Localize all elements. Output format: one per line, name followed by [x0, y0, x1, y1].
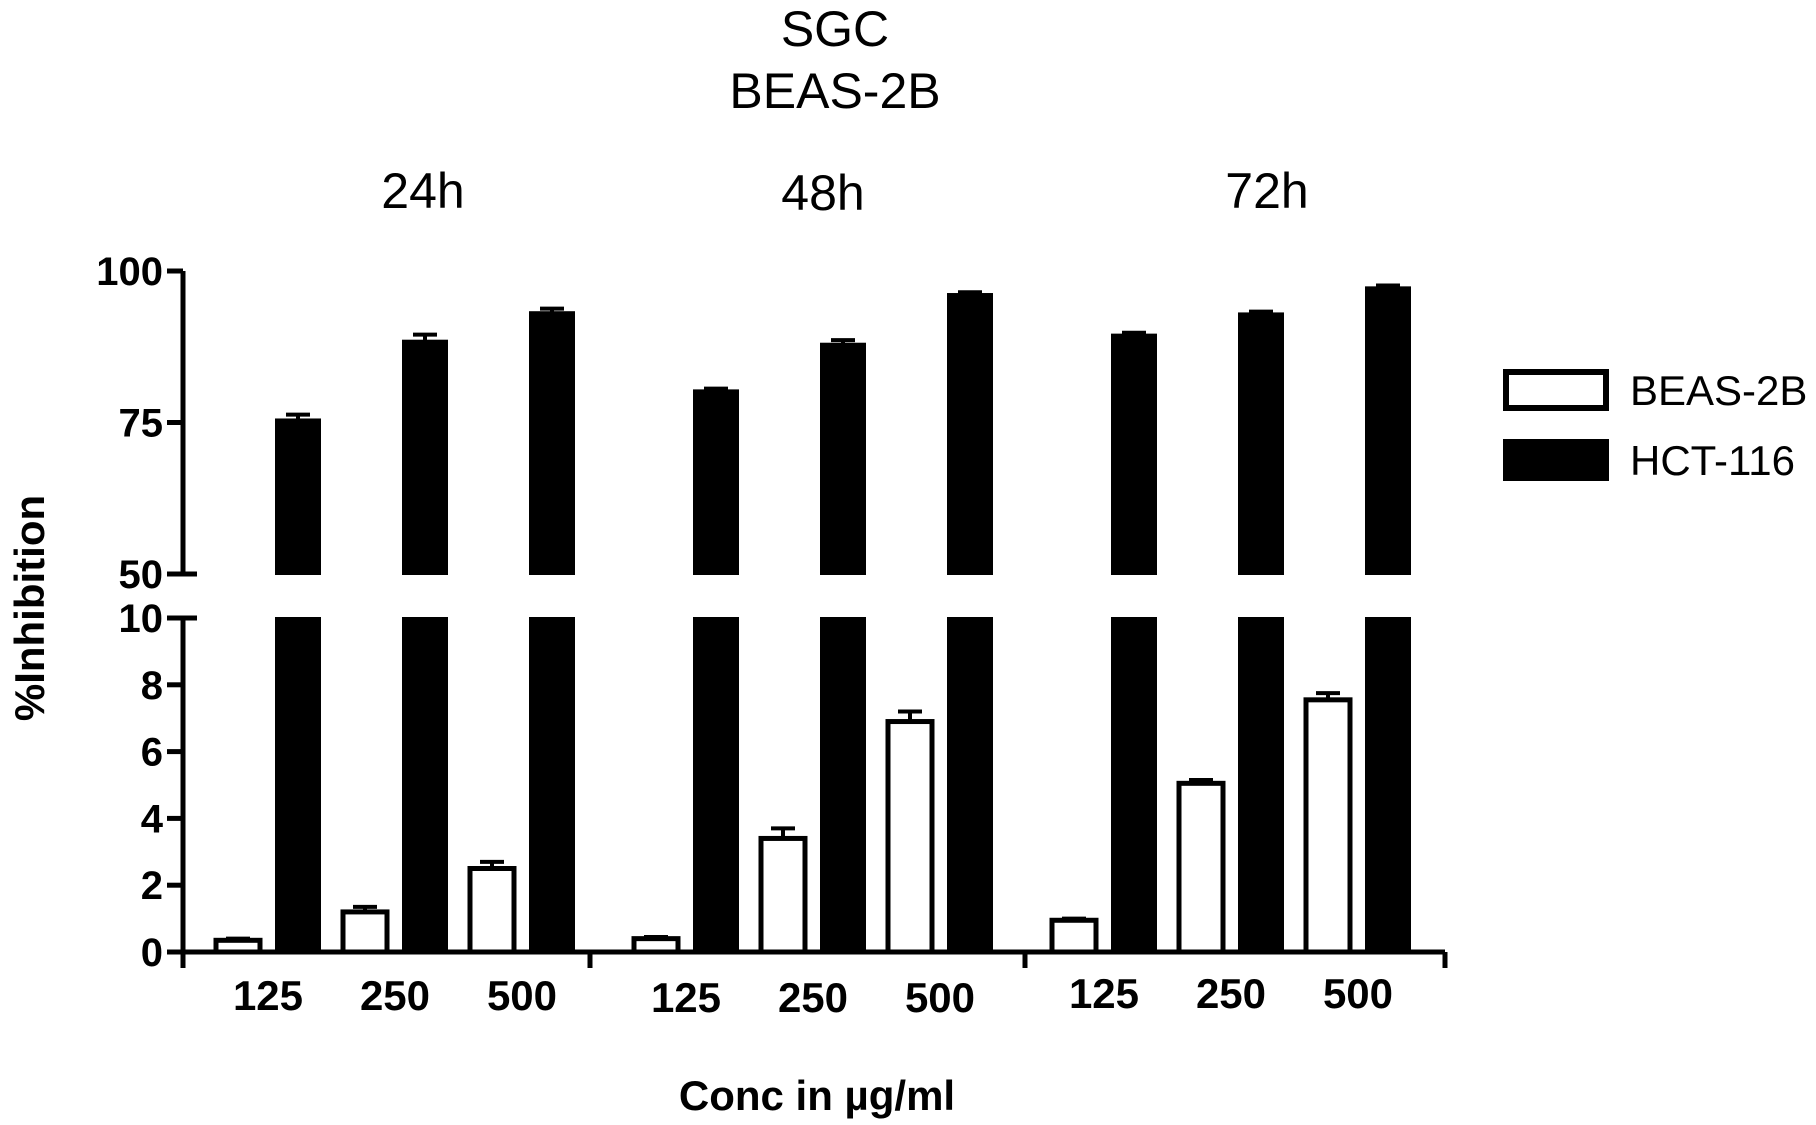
legend-label-hct-116: HCT-116: [1630, 437, 1795, 484]
legend-swatch-hct-116: [1503, 439, 1609, 481]
bar-beas-2b-48h-250: [758, 835, 808, 955]
x-tick-label-48h-500: 500: [905, 974, 975, 1021]
bar-beas-2b-72h-125: [1049, 917, 1099, 955]
chart-title: SGC: [781, 1, 889, 57]
y-tick-label-75: 75: [119, 402, 164, 446]
x-tick-label-48h-250: 250: [778, 974, 848, 1021]
bar-upper-hct-116-24h-125: [275, 418, 321, 575]
x-axis-title: Conc in µg/ml: [679, 1072, 955, 1119]
bar-lower-hct-116-48h-500: [947, 617, 993, 953]
x-tick-label-48h-125: 125: [651, 974, 721, 1021]
legend: BEAS-2B HCT-116: [1503, 367, 1807, 484]
y-tick-label-100: 100: [96, 250, 163, 294]
bar-lower-hct-116-24h-125: [275, 617, 321, 953]
bar-upper-hct-116-24h-500: [529, 311, 575, 575]
bar-beas-2b-24h-500: [467, 866, 517, 955]
legend-label-beas-2b: BEAS-2B: [1630, 367, 1807, 414]
y-tick-label-10: 10: [119, 597, 164, 641]
x-tick-label-72h-125: 125: [1069, 970, 1139, 1017]
bar-lower-hct-116-72h-500: [1365, 617, 1411, 953]
bar-upper-hct-116-48h-500: [947, 293, 993, 575]
y-tick-label-8: 8: [141, 664, 163, 708]
x-tick-label-72h-500: 500: [1323, 970, 1393, 1017]
bars: [213, 283, 1411, 955]
bar-beas-2b-72h-500: [1303, 697, 1353, 955]
bar-lower-hct-116-24h-250: [402, 617, 448, 953]
bar-beas-2b-24h-250: [340, 909, 390, 955]
x-tick-label-24h-500: 500: [487, 972, 557, 1019]
bar-lower-hct-116-48h-250: [820, 617, 866, 953]
bar-lower-hct-116-72h-125: [1111, 617, 1157, 953]
y-tick-label-2: 2: [141, 864, 163, 908]
y-tick-label-0: 0: [141, 931, 163, 975]
x-tick-label-72h-250: 250: [1196, 970, 1266, 1017]
group-label-48h: 48h: [781, 165, 864, 221]
y-tick-label-50: 50: [119, 553, 164, 597]
group-label-72h: 72h: [1225, 163, 1308, 219]
y-axis-title: %Inhibition: [6, 495, 53, 721]
bar-upper-hct-116-72h-125: [1111, 333, 1157, 575]
category-labels: 125 250 500 125 250 500 125 250 500: [233, 970, 1393, 1021]
bar-upper-hct-116-24h-250: [402, 339, 448, 575]
axes: 50 75 100 0 2 4 6 8 10: [96, 250, 1448, 975]
bar-lower-hct-116-48h-125: [693, 617, 739, 953]
group-label-24h: 24h: [381, 163, 464, 219]
bar-upper-hct-116-48h-125: [693, 389, 739, 575]
x-tick-label-24h-250: 250: [360, 972, 430, 1019]
chart-subtitle: BEAS-2B: [729, 63, 940, 119]
y-tick-label-4: 4: [141, 797, 164, 841]
x-tick-label-24h-125: 125: [233, 972, 303, 1019]
y-tick-label-6: 6: [141, 731, 163, 775]
bar-lower-hct-116-72h-250: [1238, 617, 1284, 953]
legend-swatch-beas-2b: [1503, 369, 1609, 411]
bar-lower-hct-116-24h-500: [529, 617, 575, 953]
bar-upper-hct-116-48h-250: [820, 342, 866, 575]
bar-beas-2b-72h-250: [1176, 780, 1226, 955]
bar-upper-hct-116-72h-250: [1238, 312, 1284, 575]
group-labels: 24h 48h 72h: [381, 163, 1308, 221]
bar-beas-2b-48h-500: [885, 719, 935, 955]
bar-upper-hct-116-72h-500: [1365, 286, 1411, 575]
